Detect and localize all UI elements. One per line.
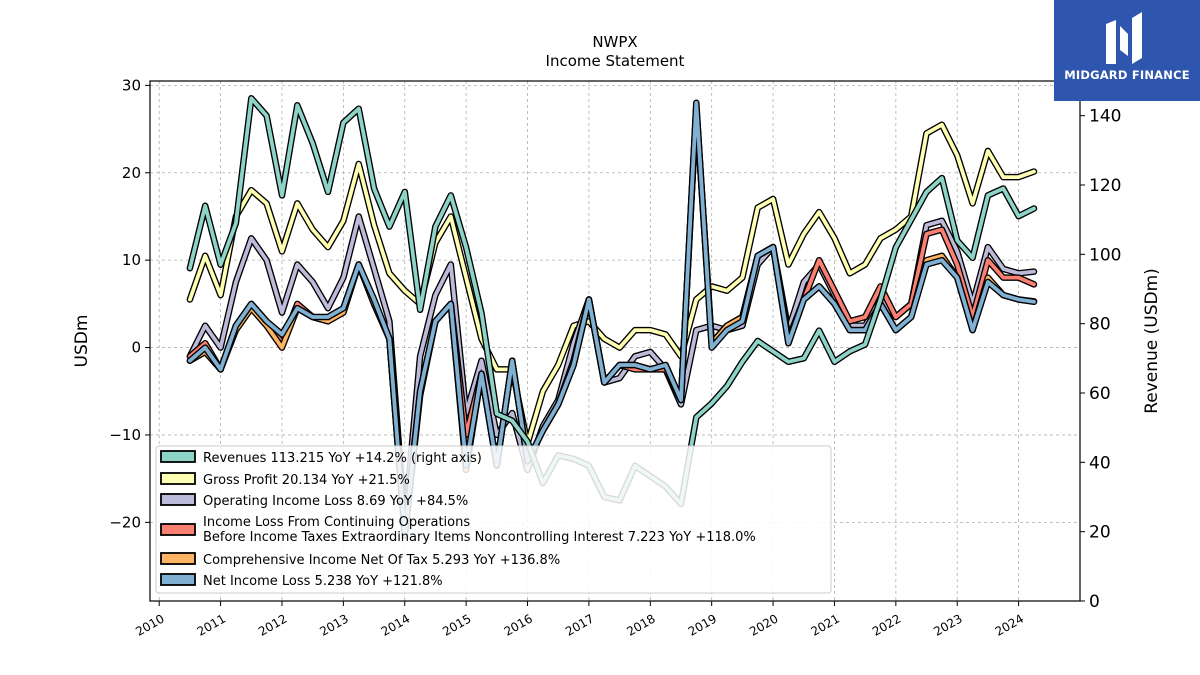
x-tick-label: 2018 [624, 611, 657, 638]
right-tick-label: 0 [1089, 592, 1100, 612]
legend-swatch-gross [160, 472, 196, 485]
right-tick-label: 60 [1089, 384, 1111, 404]
right-tick-label: 120 [1089, 176, 1121, 196]
x-tick-label: 2021 [809, 611, 842, 638]
x-axis: 2010 2011 2012 2013 2014 2015 2016 2017 2018 2019… [133, 601, 1026, 639]
right-axis: 0 20 40 60 80 100 120 140 [1080, 107, 1121, 612]
series-line-gross [187, 122, 1036, 446]
legend-box [155, 445, 832, 594]
x-tick-label: 2013 [317, 611, 350, 638]
right-tick-label: 100 [1089, 245, 1121, 265]
left-tick-label: 10 [122, 251, 141, 269]
right-tick-label: 140 [1089, 107, 1121, 127]
legend-label-pretax-line1: Income Loss From Continuing Operations [203, 515, 470, 530]
right-axis-label: Revenue (USDm) [1142, 268, 1162, 414]
legend-label-net: Net Income Loss 5.238 YoY +121.8% [203, 574, 443, 589]
right-tick-label: 20 [1089, 523, 1111, 543]
x-tick-label: 2015 [440, 611, 473, 638]
series-line-net [187, 100, 1036, 538]
x-tick-label: 2014 [379, 611, 412, 638]
left-tick-label: 20 [122, 164, 141, 182]
left-axis: −20 −10 0 10 20 30 [109, 76, 150, 531]
legend-label-pretax-line2: Before Income Taxes Extraordinary Items … [203, 530, 756, 545]
legend-swatch-revenues [160, 450, 196, 463]
brand-logo: MIDGARD FINANCE [1054, 0, 1200, 101]
x-tick-label: 2020 [747, 611, 780, 638]
x-tick-label: 2016 [502, 611, 535, 638]
left-tick-label: −20 [109, 513, 141, 531]
legend-label-opinc: Operating Income Loss 8.69 YoY +84.5% [203, 494, 468, 509]
legend-swatch-comp [160, 552, 196, 565]
legend-label-gross: Gross Profit 20.134 YoY +21.5% [203, 473, 410, 488]
x-tick-label: 2017 [563, 611, 596, 638]
series-lines [186, 95, 1038, 539]
left-tick-label: −10 [109, 426, 141, 444]
midgard-logo-icon [1106, 12, 1142, 64]
x-tick-label: 2022 [870, 611, 903, 638]
right-tick-label: 40 [1089, 453, 1111, 473]
legend-swatch-opinc [160, 493, 196, 506]
legend: Revenues 113.215 YoY +14.2% (right axis)… [155, 445, 832, 594]
left-tick-label: 30 [122, 76, 141, 94]
plot-frame [149, 80, 1081, 602]
legend-swatch-net [160, 573, 196, 586]
series-line-revenues [187, 96, 1036, 506]
brand-name: MIDGARD FINANCE [1064, 68, 1190, 82]
right-tick-label: 80 [1089, 315, 1111, 335]
left-axis-label: USDm [72, 315, 92, 368]
left-tick-label: 0 [131, 339, 141, 357]
x-tick-label: 2011 [195, 611, 228, 638]
x-tick-label: 2023 [931, 611, 964, 638]
legend-swatch-pretax [160, 523, 196, 536]
legend-label-revenues: Revenues 113.215 YoY +14.2% (right axis) [203, 451, 482, 466]
x-tick-label: 2010 [133, 611, 166, 638]
chart-title: NWPX [592, 33, 638, 51]
x-tick-label: 2012 [256, 611, 289, 638]
chart-subtitle: Income Statement [545, 52, 685, 70]
x-tick-label: 2019 [686, 611, 719, 638]
legend-label-comp: Comprehensive Income Net Of Tax 5.293 Yo… [203, 553, 560, 568]
x-tick-label: 2024 [993, 611, 1026, 638]
